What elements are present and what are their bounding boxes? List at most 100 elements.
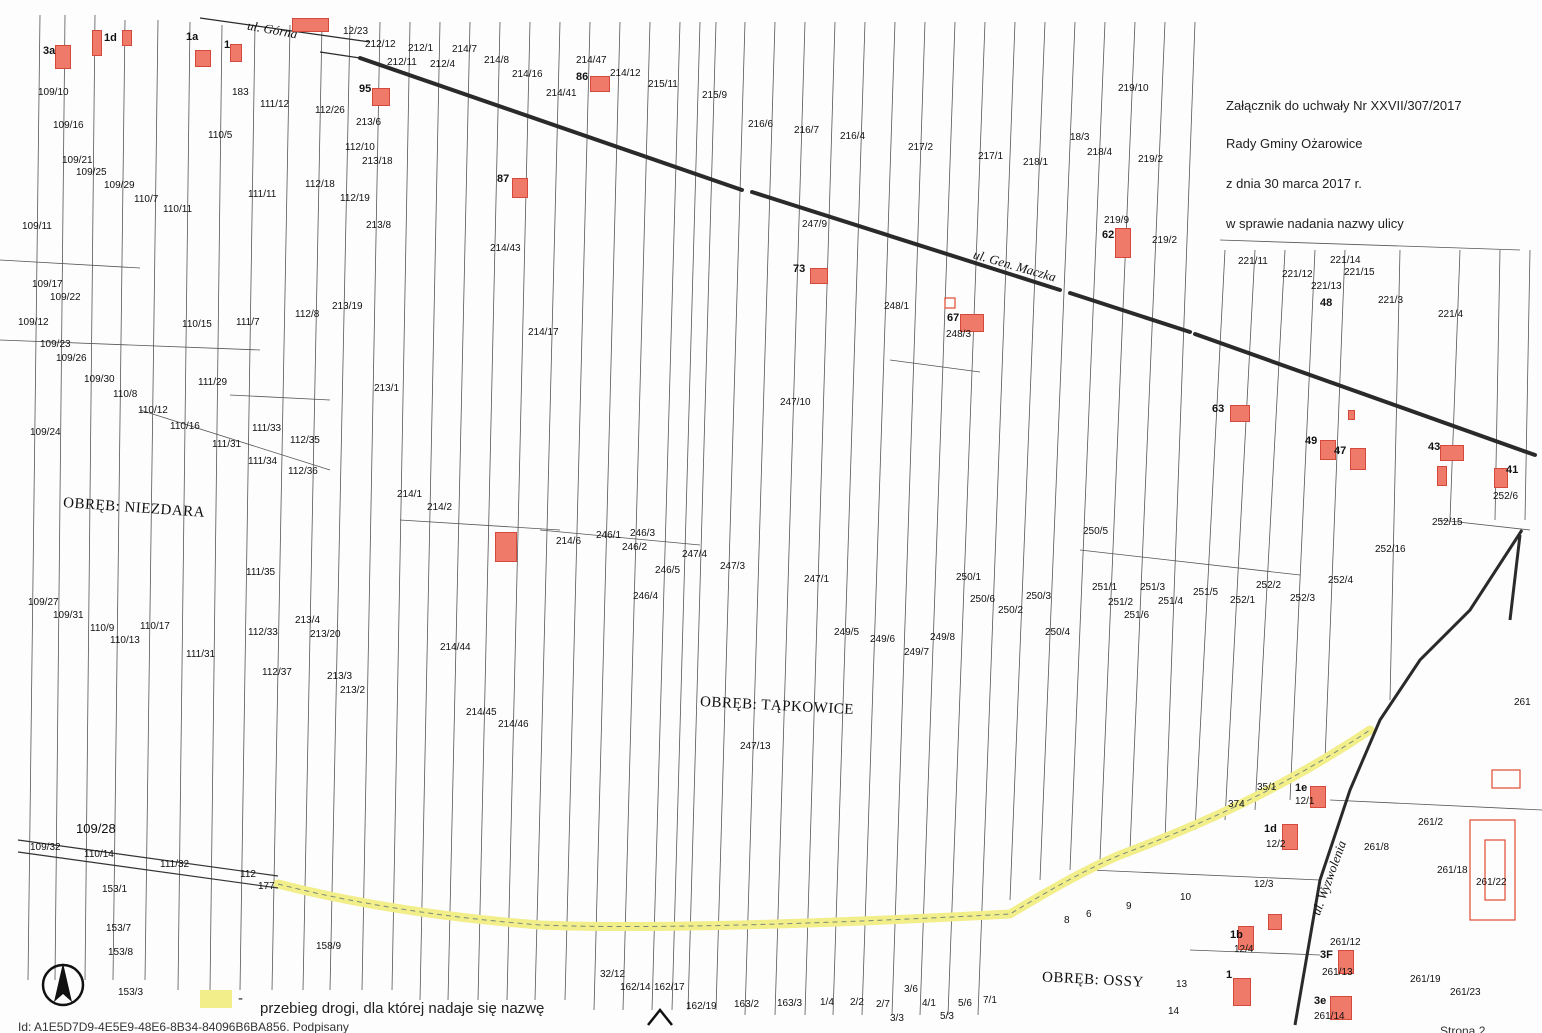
parcel-label: 246/3 bbox=[630, 528, 656, 539]
parcel-label: 10 bbox=[1180, 892, 1192, 903]
parcel-label: 251/5 bbox=[1193, 587, 1219, 598]
parcel-label: 261/13 bbox=[1322, 967, 1353, 978]
parcel-label: 110/8 bbox=[113, 389, 138, 400]
parcel-label: 246/1 bbox=[596, 530, 622, 541]
parcel-label: 110/9 bbox=[90, 623, 115, 634]
legend-swatch bbox=[200, 990, 232, 1008]
parcel-label: 214/8 bbox=[484, 55, 510, 66]
building-number: 87 bbox=[497, 173, 510, 185]
parcel-label: 214/46 bbox=[498, 719, 529, 730]
parcel-label: 110/14 bbox=[84, 849, 114, 860]
parcel-label: 252/3 bbox=[1290, 593, 1316, 604]
building bbox=[1233, 978, 1251, 1006]
parcel-label: 112/35 bbox=[290, 435, 320, 446]
building-number: 62 bbox=[1102, 229, 1115, 241]
building-number: 49 bbox=[1305, 435, 1318, 447]
parcel-label: 110/15 bbox=[182, 319, 212, 330]
parcel-label: 250/5 bbox=[1083, 526, 1109, 537]
parcel-label: 247/13 bbox=[740, 741, 771, 752]
document-id: Id: A1E5D7D9-4E5E9-48E6-8B34-84096B6BA85… bbox=[18, 1020, 349, 1033]
parcel-label: 163/3 bbox=[777, 998, 803, 1009]
named-road-highlight bbox=[273, 725, 1375, 932]
parcel-label: 248/1 bbox=[884, 301, 910, 312]
parcel-label: 109/27 bbox=[28, 597, 59, 608]
parcel-label: 261/19 bbox=[1410, 974, 1441, 985]
building bbox=[372, 88, 390, 106]
parcel-label: 214/44 bbox=[440, 642, 471, 653]
parcel-boundaries bbox=[0, 14, 1542, 1016]
parcel-label: 216/7 bbox=[794, 125, 820, 136]
parcel-label: 214/45 bbox=[466, 707, 497, 718]
parcel-label: 216/4 bbox=[840, 131, 866, 142]
parcel-label: 213/19 bbox=[332, 301, 363, 312]
parcel-label: 12/4 bbox=[1234, 944, 1254, 955]
parcel-label: 13 bbox=[1176, 979, 1188, 990]
parcel-label: 214/41 bbox=[546, 88, 577, 99]
parcel-label: 252/4 bbox=[1328, 575, 1354, 586]
parcel-label: 251/4 bbox=[1158, 596, 1184, 607]
parcel-label: 217/1 bbox=[978, 151, 1004, 162]
parcel-label: 32/12 bbox=[600, 969, 626, 980]
parcel-label: 212/12 bbox=[365, 39, 396, 50]
parcel-label: 214/6 bbox=[556, 536, 582, 547]
parcel-label: 111/31 bbox=[212, 439, 242, 450]
parcel-label: 110/11 bbox=[163, 204, 193, 215]
parcel-label: 109/26 bbox=[56, 353, 87, 364]
parcel-label: 219/10 bbox=[1118, 83, 1149, 94]
parcel-label: 110/17 bbox=[140, 621, 170, 632]
parcel-label: 153/8 bbox=[108, 947, 134, 958]
parcel-label: 221/13 bbox=[1311, 281, 1342, 292]
parcel-label: 213/6 bbox=[356, 117, 382, 128]
parcel-label: 251/3 bbox=[1140, 582, 1166, 593]
road-lines-south bbox=[17, 839, 279, 889]
parcel-label: 213/2 bbox=[340, 685, 366, 696]
parcel-label: 12/1 bbox=[1295, 796, 1315, 807]
parcel-label: 246/2 bbox=[622, 542, 648, 553]
parcel-label: 3/3 bbox=[890, 1013, 904, 1024]
parcel-label: 250/2 bbox=[998, 605, 1024, 616]
building bbox=[55, 45, 71, 69]
parcel-label: 214/16 bbox=[512, 69, 543, 80]
building bbox=[1440, 445, 1464, 461]
gorna-road bbox=[199, 17, 371, 59]
building bbox=[122, 30, 132, 46]
building-number: 1e bbox=[1295, 782, 1308, 794]
parcel-label: 110/5 bbox=[208, 130, 233, 141]
parcel-label: 109/25 bbox=[76, 167, 107, 178]
parcel-label: 109/12 bbox=[18, 317, 49, 328]
building-number: 1 bbox=[1226, 969, 1233, 981]
parcel-label: 112/37 bbox=[262, 667, 292, 678]
parcel-label: 212/4 bbox=[430, 59, 456, 70]
building-number: 1d bbox=[1264, 823, 1277, 835]
parcel-label: 7/1 bbox=[983, 995, 997, 1006]
building-number: 67 bbox=[947, 312, 960, 324]
parcel-label: 112/33 bbox=[248, 627, 278, 638]
building bbox=[292, 18, 329, 32]
parcel-label: 12/2 bbox=[1266, 839, 1286, 850]
parcel-label: 4/1 bbox=[922, 998, 936, 1009]
parcel-label: 247/3 bbox=[720, 561, 746, 572]
outline-structures bbox=[944, 297, 1521, 921]
parcel-label: 5/3 bbox=[940, 1011, 954, 1022]
parcel-label: 109/30 bbox=[84, 374, 115, 385]
building-number: 86 bbox=[576, 71, 589, 83]
parcel-label: 109/32 bbox=[30, 842, 61, 853]
parcel-label: 112/19 bbox=[340, 193, 370, 204]
parcel-label: 251/2 bbox=[1108, 597, 1134, 608]
building bbox=[810, 268, 828, 284]
parcel-label: 213/1 bbox=[374, 383, 400, 394]
building bbox=[230, 44, 242, 62]
building bbox=[590, 76, 610, 92]
building bbox=[1282, 824, 1298, 850]
page-number: Strona 2 bbox=[1440, 1024, 1486, 1033]
parcel-label: 1/4 bbox=[820, 997, 834, 1008]
parcel-label: 252/2 bbox=[1256, 580, 1282, 591]
building bbox=[1437, 466, 1447, 486]
parcel-label: 219/9 bbox=[1104, 215, 1130, 226]
parcel-label: 261/18 bbox=[1437, 865, 1468, 876]
parcel-label: 221/15 bbox=[1344, 267, 1375, 278]
north-arrow-icon bbox=[41, 963, 85, 1007]
parcel-label: 212/11 bbox=[387, 57, 417, 68]
parcel-label: 110/16 bbox=[170, 421, 200, 432]
